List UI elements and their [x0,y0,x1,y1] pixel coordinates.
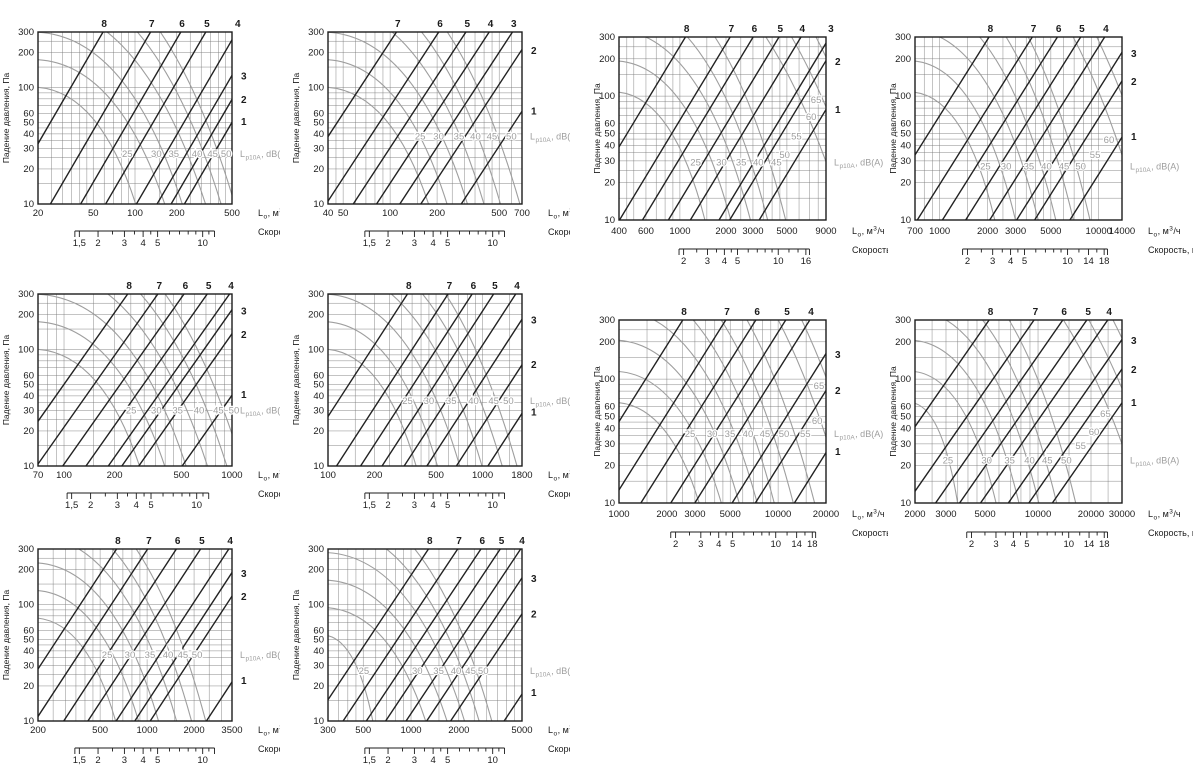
chart-canvas-iris-400 [592,0,897,282]
chart-iris-315: IRIS 315 [290,517,570,769]
chart-canvas-iris-100 [0,0,280,252]
chart-canvas-iris-630 [592,283,897,565]
chart-canvas-iris-250 [0,517,280,769]
chart-iris-100: IRIS 100 [0,0,280,252]
chart-iris-500: IRIS 500 [888,0,1193,282]
chart-iris-200: IRIS 200 [290,262,570,514]
chart-canvas-iris-160 [0,262,280,514]
chart-iris-400: IRIS 400 [592,0,897,282]
chart-canvas-iris-800 [888,283,1193,565]
chart-iris-630: IRIS 630 [592,283,897,565]
chart-canvas-iris-500 [888,0,1193,282]
chart-canvas-iris-200 [290,262,570,514]
chart-iris-800: IRIS 800 [888,283,1193,565]
chart-iris-125: IRIS 125 [290,0,570,252]
chart-canvas-iris-125 [290,0,570,252]
chart-iris-250: IRIS 250 [0,517,280,769]
chart-canvas-iris-315 [290,517,570,769]
chart-iris-160: IRIS 160 [0,262,280,514]
